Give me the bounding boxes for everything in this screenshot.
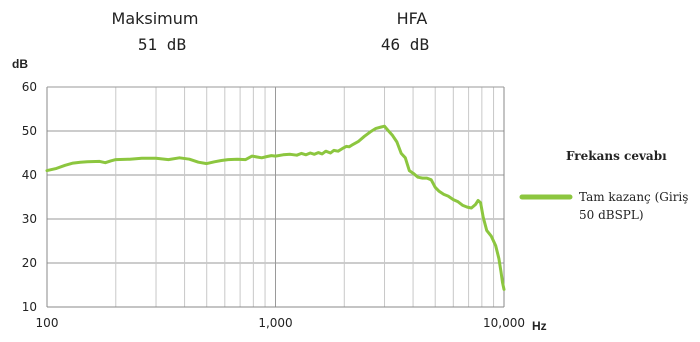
summary-hfa-label: HFA <box>397 9 428 28</box>
legend: Frekans cevabı Tam kazanç (Giriş 50 dBSP… <box>519 149 688 222</box>
y-tick-label: 30 <box>22 212 37 226</box>
legend-entry-line-1: Tam kazanç (Giriş <box>579 190 688 204</box>
x-axis-unit: Hz <box>532 319 547 333</box>
x-tick-label: 1,000 <box>258 316 292 330</box>
y-axis-unit: dB <box>12 57 28 71</box>
y-tick-labels: 10 20 30 40 50 60 <box>22 80 37 314</box>
legend-entry-line-2: 50 dBSPL) <box>579 208 644 222</box>
grid-lines <box>47 86 504 308</box>
summary-max-value: 51 dB <box>138 35 186 54</box>
y-tick-label: 10 <box>22 300 37 314</box>
axis-frame <box>46 86 505 308</box>
series-layer <box>45 124 506 291</box>
summary-max-label: Maksimum <box>112 9 199 28</box>
y-tick-label: 50 <box>22 124 37 138</box>
legend-title: Frekans cevabı <box>566 149 667 163</box>
x-tick-label: 100 <box>36 316 59 330</box>
summary-hfa-value: 46 dB <box>381 35 429 54</box>
plot-area: 100 1,000 10,000 10 20 30 40 50 60 <box>22 80 525 330</box>
y-tick-label: 20 <box>22 256 37 270</box>
series-line-tam-kazanc <box>45 124 506 291</box>
x-tick-label: 10,000 <box>483 316 525 330</box>
y-tick-label: 40 <box>22 168 37 182</box>
x-tick-labels: 100 1,000 10,000 <box>36 316 525 330</box>
y-tick-label: 60 <box>22 80 37 94</box>
